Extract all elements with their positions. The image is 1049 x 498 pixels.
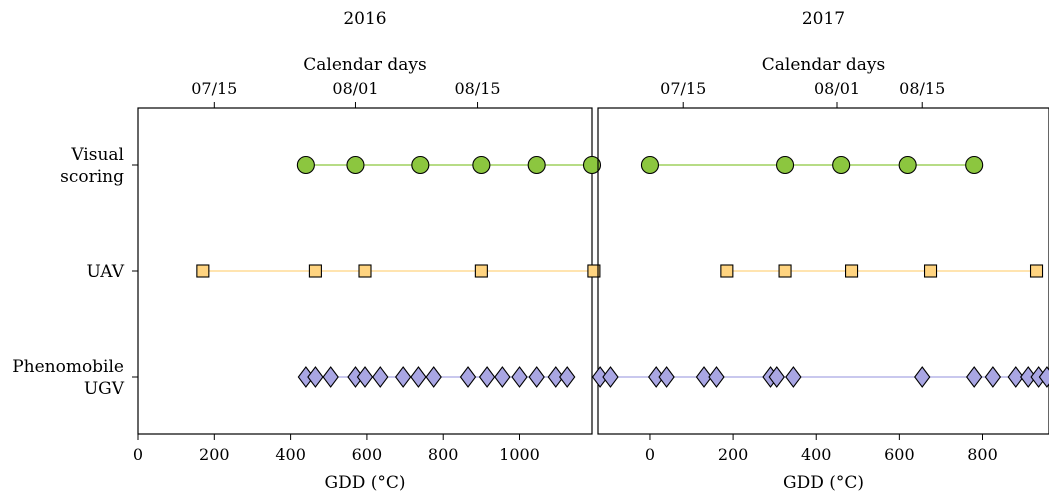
- x-tick-label: 800: [967, 445, 998, 464]
- data-point-diamond: [356, 366, 374, 388]
- panel-frame: [597, 107, 1049, 435]
- data-point-diamond: [559, 366, 576, 388]
- data-point-circle: [411, 155, 430, 175]
- data-point-diamond: [695, 366, 713, 388]
- top-tick-label: 07/15: [660, 79, 706, 98]
- top-tick-label: 08/01: [814, 79, 860, 98]
- x-tick-label: 0: [645, 445, 655, 464]
- x-tick-label: 1000: [499, 445, 540, 464]
- data-point-diamond: [914, 366, 931, 388]
- data-point-square: [474, 264, 488, 278]
- x-tick-label: 800: [428, 445, 459, 464]
- data-point-diamond: [528, 366, 545, 388]
- top-tick-label: 08/01: [332, 79, 378, 98]
- row-label: UGV: [84, 379, 125, 399]
- data-point-circle: [296, 155, 315, 175]
- data-point-square: [923, 264, 938, 278]
- data-point-circle: [640, 155, 660, 175]
- data-point-diamond: [494, 366, 511, 388]
- top-axis-label: Calendar days: [762, 55, 885, 75]
- data-point-diamond: [1007, 366, 1024, 388]
- data-point-diamond: [602, 366, 619, 388]
- data-point-square: [587, 264, 601, 278]
- data-point-circle: [472, 155, 491, 175]
- row-label: scoring: [60, 167, 124, 187]
- data-point-diamond: [547, 366, 564, 388]
- data-point-square: [358, 264, 372, 278]
- x-tick-label: 0: [133, 445, 143, 464]
- data-point-diamond: [1038, 366, 1049, 388]
- row-label: Visual: [70, 145, 124, 165]
- top-axis-label: Calendar days: [303, 55, 426, 75]
- x-tick-label: 400: [275, 445, 306, 464]
- data-point-diamond: [965, 366, 983, 388]
- panel-year-title: 2016: [343, 9, 386, 29]
- x-tick-label: 400: [801, 445, 832, 464]
- data-point-square: [845, 264, 859, 278]
- data-point-diamond: [459, 366, 477, 388]
- data-point-diamond: [658, 366, 675, 388]
- data-point-diamond: [478, 366, 496, 388]
- x-tick-label: 200: [718, 445, 749, 464]
- top-tick-label: 08/15: [899, 79, 945, 98]
- data-point-square: [720, 264, 734, 278]
- x-tick-label: 600: [884, 445, 915, 464]
- data-point-circle: [582, 155, 602, 175]
- data-point-diamond: [394, 366, 412, 388]
- panel-year-title: 2017: [802, 9, 845, 29]
- data-point-circle: [898, 155, 917, 175]
- data-point-diamond: [785, 366, 802, 388]
- data-point-diamond: [322, 366, 339, 388]
- data-point-diamond: [307, 366, 324, 388]
- data-point-square: [308, 264, 322, 278]
- x-tick-label: 200: [199, 445, 230, 464]
- data-point-diamond: [768, 366, 785, 388]
- data-point-circle: [832, 155, 851, 175]
- data-point-diamond: [410, 366, 427, 388]
- x-axis-label: GDD (°C): [324, 473, 405, 493]
- top-tick-label: 08/15: [454, 79, 500, 98]
- x-tick-label: 600: [352, 445, 383, 464]
- top-tick-label: 07/15: [191, 79, 237, 98]
- data-point-square: [196, 264, 210, 278]
- data-point-square: [1029, 264, 1044, 278]
- data-point-diamond: [372, 366, 389, 388]
- data-point-square: [778, 264, 792, 278]
- data-point-circle: [776, 155, 795, 175]
- x-axis-label: GDD (°C): [783, 473, 864, 493]
- row-label: UAV: [86, 262, 124, 282]
- data-point-diamond: [511, 366, 528, 388]
- data-point-diamond: [425, 366, 442, 388]
- data-point-diamond: [708, 366, 725, 388]
- data-point-circle: [346, 155, 365, 175]
- data-point-diamond: [984, 366, 1002, 388]
- row-label: Phenomobile: [12, 357, 124, 377]
- data-point-circle: [965, 155, 984, 175]
- data-point-circle: [527, 155, 546, 175]
